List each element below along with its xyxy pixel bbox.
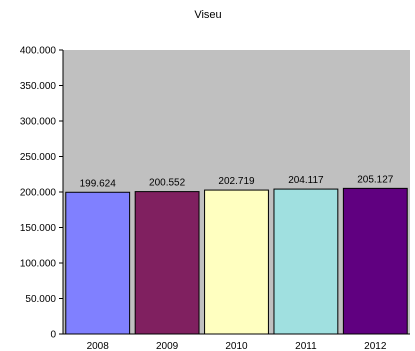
y-tick-label: 150.000	[20, 223, 57, 234]
x-tick-label-2008: 2008	[87, 341, 110, 351]
x-tick-label-2011: 2011	[295, 341, 317, 351]
y-tick-label: 200.000	[20, 188, 57, 199]
y-tick-label: 250.000	[20, 152, 57, 163]
y-tick-label: 100.000	[20, 259, 57, 270]
y-tick-label: 50.000	[25, 294, 56, 305]
value-label-2012: 205.127	[357, 174, 394, 185]
bar-2008	[65, 191, 131, 335]
value-label-2009: 200.552	[149, 178, 186, 189]
bar-2010	[204, 189, 269, 335]
y-tick-label: 400.000	[20, 46, 57, 57]
bar-2009	[134, 191, 200, 335]
x-tick-label-2009: 2009	[156, 341, 179, 351]
x-tick-label-2012: 2012	[364, 341, 387, 351]
value-label-2011: 204.117	[288, 175, 324, 186]
x-tick-label-2010: 2010	[225, 341, 248, 351]
y-axis: 0 50.000 100.000 150.000 200.000 250.000 300.0…	[20, 46, 64, 341]
bar-2011	[273, 188, 339, 335]
y-tick-label: 0	[50, 330, 56, 341]
x-axis: 2008 2009 2010 2011 2012	[63, 333, 410, 351]
value-label-2008: 199.624	[80, 178, 117, 189]
value-label-2010: 202.719	[218, 176, 255, 187]
chart-title: Viseu	[194, 9, 221, 21]
value-labels-group: 199.624 200.552 202.719 204.117 205.127	[80, 174, 394, 189]
bars-group	[65, 187, 408, 335]
y-tick-label: 350.000	[20, 81, 57, 92]
bar-2012	[342, 187, 408, 335]
y-tick-label: 300.000	[20, 117, 57, 128]
